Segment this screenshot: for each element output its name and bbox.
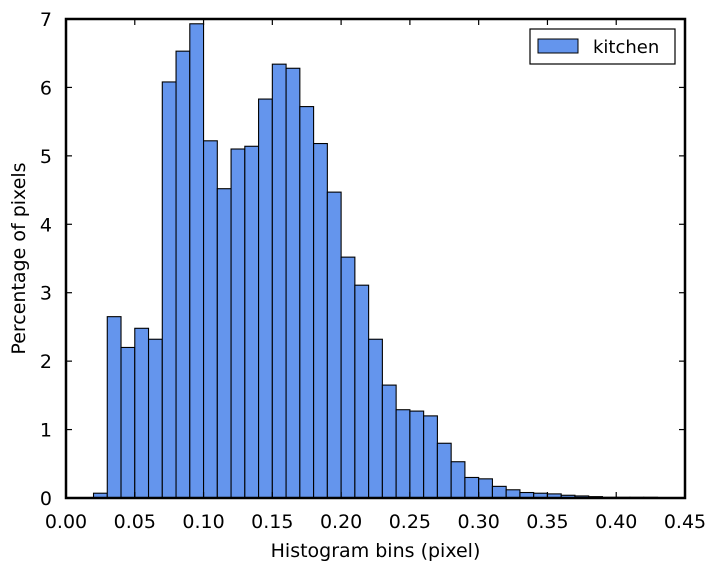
histogram-bar (230, 148, 246, 499)
y-tick-label: 0 (40, 488, 52, 510)
y-axis-label: Percentage of pixels (8, 162, 30, 354)
x-tick-label: 0.30 (458, 511, 500, 533)
x-tick-label: 0.25 (389, 511, 431, 533)
y-tick-label: 5 (40, 146, 52, 168)
histogram-bar (258, 98, 273, 499)
histogram-bar (203, 140, 218, 499)
histogram-bar (147, 338, 163, 499)
histogram-bar (450, 461, 466, 499)
legend-swatch (537, 38, 579, 54)
bars-group (92, 23, 659, 499)
x-axis-label: Histogram bins (pixel) (271, 540, 481, 562)
x-tick-label: 0.05 (114, 511, 156, 533)
plot-frame (64, 17, 687, 500)
histogram-bar (216, 188, 232, 499)
histogram-bar (436, 442, 452, 499)
histogram-bar (340, 256, 356, 499)
x-tick-label: 0.10 (182, 511, 224, 533)
x-tick-label: 0.15 (251, 511, 293, 533)
y-tick-label: 1 (40, 420, 52, 442)
histogram-bar (313, 142, 328, 499)
histogram-bar (423, 415, 438, 499)
tick-labels-group: 0.00 0.05 0.10 0.15 0.20 0.25 0.30 0.35 0.40 0.45… (40, 9, 706, 533)
histogram-bar (299, 106, 315, 499)
histogram-bar (106, 316, 122, 499)
histogram-bar (491, 485, 507, 499)
legend: kitchen (529, 28, 676, 65)
histogram-bar (354, 284, 370, 499)
histogram-bar (381, 384, 397, 499)
y-tick-label: 4 (40, 214, 52, 236)
histogram-bar (368, 338, 383, 499)
histogram-bar (134, 327, 150, 499)
legend-label: kitchen (593, 37, 659, 58)
x-tick-label: 0.45 (664, 511, 706, 533)
histogram-bar (285, 67, 301, 499)
histogram-bar (120, 346, 136, 499)
histogram-bar (395, 409, 411, 499)
x-tick-label: 0.40 (595, 511, 637, 533)
histogram-bar (161, 81, 177, 499)
y-tick-label: 2 (40, 351, 52, 373)
x-tick-label: 0.00 (45, 511, 87, 533)
histogram-bar (464, 476, 480, 499)
histogram-bar (478, 478, 493, 499)
y-tick-label: 3 (40, 283, 52, 305)
histogram-bar (189, 23, 205, 499)
histogram-bar (175, 50, 191, 499)
histogram-bar (271, 63, 287, 499)
y-tick-label: 7 (40, 9, 52, 31)
histogram-bar (409, 410, 425, 499)
y-tick-label: 6 (40, 77, 52, 99)
histogram-bar (244, 145, 260, 499)
x-tick-label: 0.35 (526, 511, 568, 533)
histogram-bar (326, 191, 342, 499)
x-tick-label: 0.20 (320, 511, 362, 533)
